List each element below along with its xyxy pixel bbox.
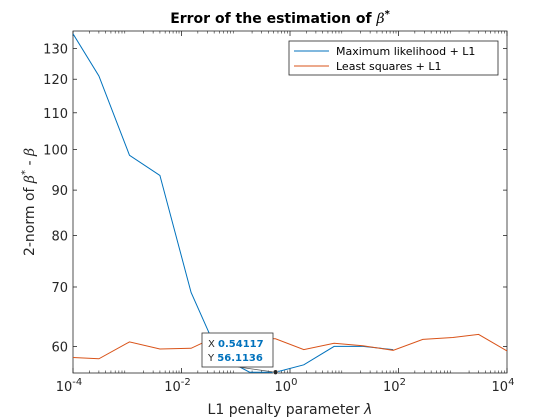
y-tick-label: 130 [43, 42, 68, 57]
x-tick-label: 10-2 [164, 377, 191, 395]
series-line-2 [73, 333, 507, 360]
x-tick-label: 104 [492, 377, 515, 395]
ticks-layer: 60 70 80 90 100 110 120 130 10-4 10-2 100 102 104 [43, 31, 514, 395]
x-tick-label: 10-4 [56, 377, 83, 395]
x-tick-label: 100 [275, 377, 298, 395]
plot-area [72, 30, 508, 374]
y-tick-label: 120 [43, 73, 68, 88]
legend-box [288, 40, 499, 76]
datatip-y: Y 56.1136 [207, 353, 263, 364]
y-tick-label: 70 [51, 281, 68, 296]
datatip[interactable]: X 0.54117 Y 56.1136 [201, 332, 279, 376]
y-tick-label: 100 [43, 144, 68, 159]
datatip-box[interactable] [201, 332, 274, 368]
y-tick-label: 90 [51, 184, 68, 199]
y-tick-label: 60 [51, 340, 68, 355]
x-tick-label: 102 [383, 377, 406, 395]
chart-title: Error of the estimation of β* [170, 9, 390, 27]
legend-entry: Least squares + L1 [336, 60, 442, 73]
legend-entry: Maximum likelihood + L1 [336, 45, 475, 58]
y-tick-label: 80 [51, 230, 68, 245]
legend: Maximum likelihood + L1 Least squares + L… [288, 40, 499, 76]
datatip-x: X 0.54117 [208, 339, 264, 350]
datatip-marker[interactable] [272, 369, 279, 376]
datatip-pointer [237, 366, 276, 373]
y-axis-label: 2-norm of β* - β [20, 148, 38, 256]
x-axis-label: L1 penalty parameter λ [208, 402, 373, 418]
y-tick-label: 110 [43, 107, 68, 122]
